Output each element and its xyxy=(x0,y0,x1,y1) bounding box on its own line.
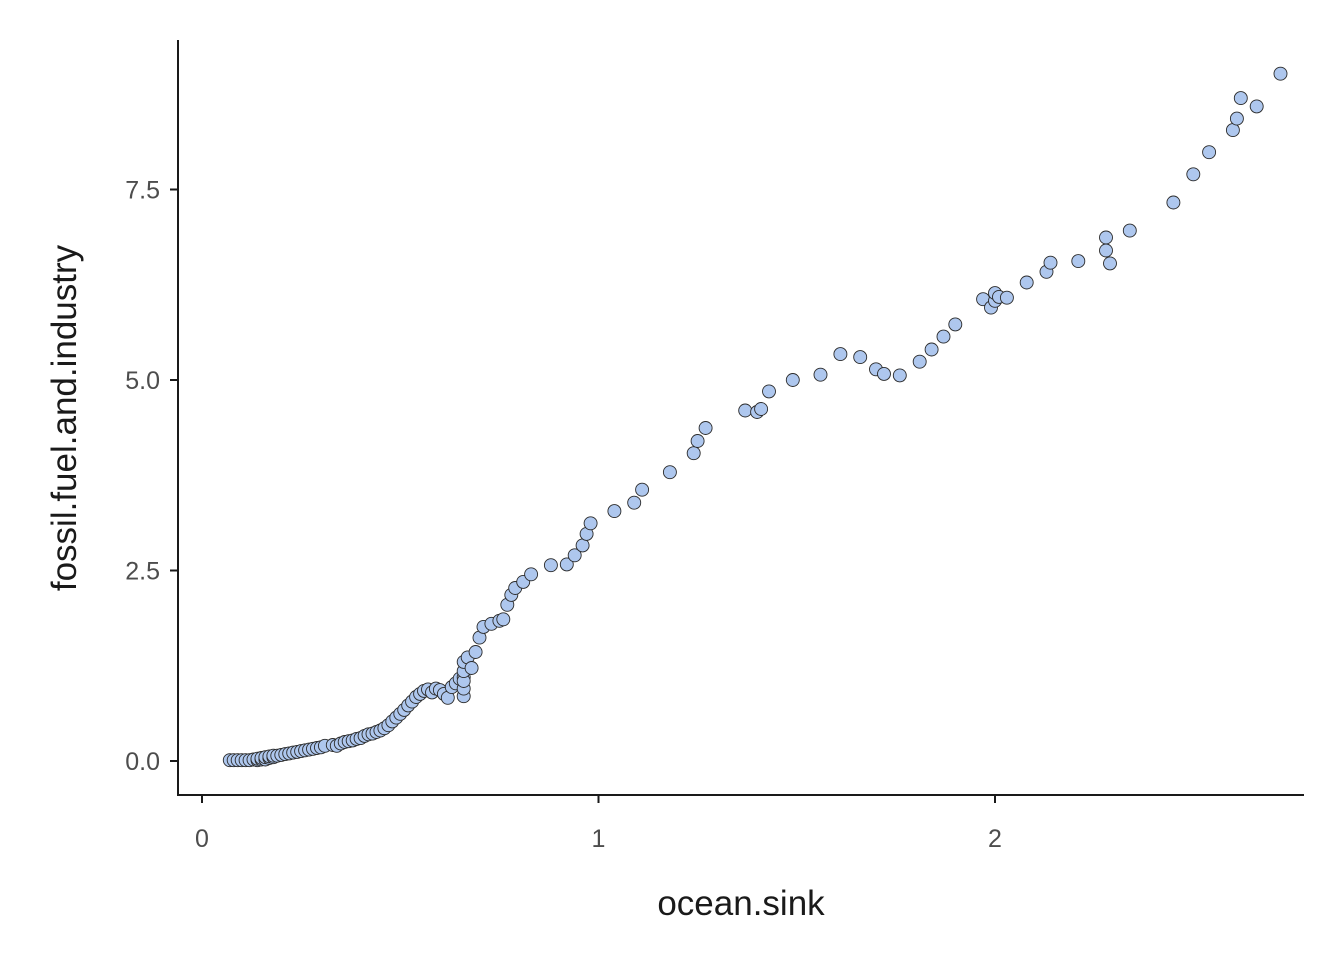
data-point xyxy=(936,329,951,344)
data-point xyxy=(575,538,590,553)
x-tick-label: 2 xyxy=(988,825,1002,853)
data-point xyxy=(607,504,622,519)
y-tick-label: 7.5 xyxy=(125,177,160,205)
data-point xyxy=(1071,254,1086,269)
data-point xyxy=(690,434,705,448)
y-tick-label: 2.5 xyxy=(125,558,160,586)
data-point xyxy=(754,402,769,416)
data-point xyxy=(468,645,483,659)
data-point xyxy=(543,558,558,573)
data-point xyxy=(1099,230,1113,245)
data-point xyxy=(785,373,800,387)
data-point xyxy=(1249,99,1264,114)
y-tick-label: 5.0 xyxy=(125,367,160,395)
data-point xyxy=(948,317,963,332)
data-point xyxy=(1229,111,1244,126)
data-point xyxy=(464,661,479,675)
data-point xyxy=(567,548,582,563)
data-point xyxy=(912,354,927,369)
data-point xyxy=(1103,256,1117,271)
data-point xyxy=(635,482,650,497)
data-point xyxy=(853,350,868,365)
data-points xyxy=(222,66,1288,768)
data-point xyxy=(1019,275,1034,290)
data-point xyxy=(1233,91,1248,106)
data-point xyxy=(627,495,642,510)
data-point xyxy=(583,516,598,531)
data-point xyxy=(686,446,701,461)
data-point xyxy=(1099,243,1113,258)
data-point xyxy=(1273,66,1288,81)
data-point xyxy=(1186,167,1201,182)
data-point xyxy=(662,465,677,480)
data-point xyxy=(524,567,539,582)
data-point xyxy=(559,557,574,572)
data-point xyxy=(496,612,511,627)
data-point xyxy=(833,347,848,362)
data-point xyxy=(892,368,907,383)
data-point xyxy=(1202,145,1217,160)
data-point xyxy=(738,403,753,418)
data-point xyxy=(762,384,776,399)
data-point xyxy=(924,342,939,357)
x-tick-label: 1 xyxy=(592,825,606,853)
y-tick-label: 0.0 xyxy=(125,748,160,776)
data-point xyxy=(877,366,891,381)
data-point xyxy=(1122,223,1137,238)
data-point xyxy=(1043,255,1058,270)
y-axis-title: fossil.fuel.and.industry xyxy=(45,244,84,591)
data-point xyxy=(1225,123,1240,138)
data-point xyxy=(1166,195,1181,210)
data-point xyxy=(999,290,1014,305)
data-point xyxy=(813,367,828,382)
data-point xyxy=(698,421,713,435)
x-tick-label: 0 xyxy=(195,825,209,853)
x-axis-ticks: 0 1 2 xyxy=(195,795,1002,853)
x-axis-title: ocean.sink xyxy=(657,884,825,923)
y-axis-ticks: 0.0 2.5 5.0 7.5 xyxy=(125,177,178,776)
